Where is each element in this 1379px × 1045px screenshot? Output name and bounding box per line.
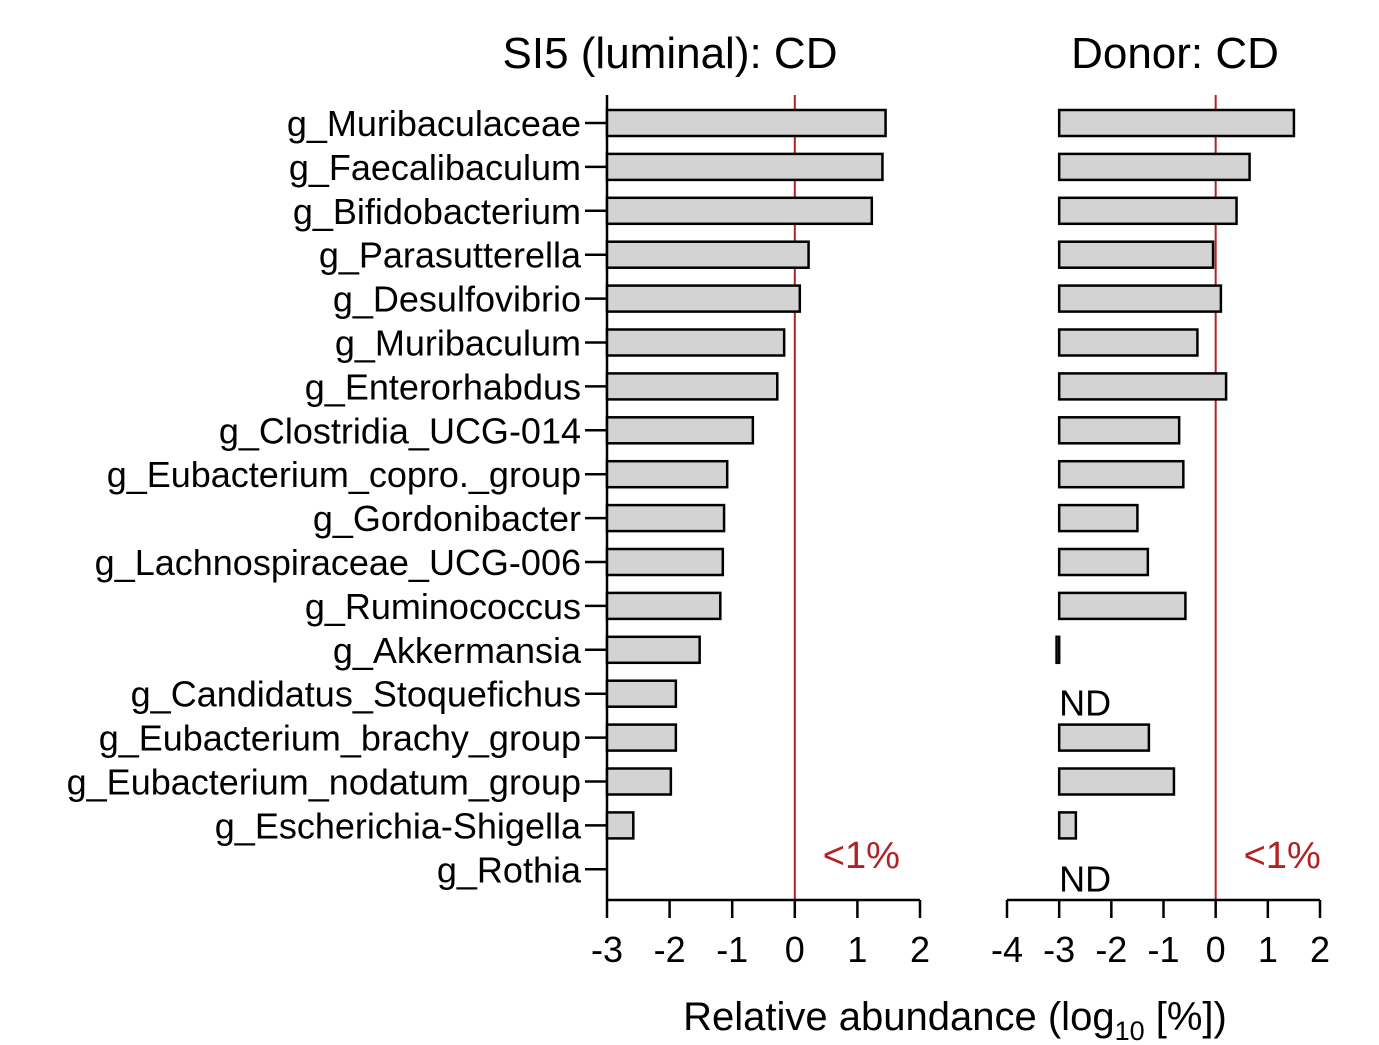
y-tick-label: g_Escherichia-Shigella	[215, 805, 582, 846]
x-tick-label: 2	[1310, 929, 1330, 970]
bar	[1057, 152, 1251, 182]
y-tick-label: g_Desulfovibrio	[333, 279, 581, 320]
bar	[1057, 459, 1185, 489]
y-tick-label: g_Gordonibacter	[313, 498, 581, 539]
y-tick-label: g_Faecalibaculum	[289, 147, 581, 188]
bar	[605, 152, 884, 182]
bar	[1057, 503, 1139, 533]
bar	[605, 240, 810, 269]
x-axis-label-subscript: 10	[1115, 1016, 1145, 1045]
x-tick-label: -1	[716, 929, 748, 970]
x-tick-label: -2	[654, 929, 686, 970]
x-axis-label: Relative abundance (log10 [%])	[683, 995, 1227, 1045]
bar	[1057, 240, 1215, 269]
missing-label: ND	[1059, 683, 1111, 724]
chart-title-donor: Donor: CD	[1071, 29, 1279, 78]
y-tick-label: g_Clostridia_UCG-014	[219, 410, 581, 451]
x-tick-label: -2	[1095, 929, 1127, 970]
y-tick-label: g_Eubacterium_brachy_group	[99, 718, 581, 759]
y-tick-label: g_Eubacterium_copro._group	[107, 454, 581, 495]
bar	[605, 284, 802, 313]
bar	[1055, 635, 1061, 665]
bar	[1057, 591, 1187, 621]
y-tick-label: g_Lachnospiraceae_UCG-006	[95, 542, 581, 583]
x-axis-label-suffix: [%])	[1145, 995, 1227, 1039]
bar	[1057, 811, 1078, 840]
bar	[605, 108, 887, 138]
bar	[605, 196, 874, 226]
bar	[605, 372, 779, 401]
bar	[605, 459, 729, 489]
bar	[605, 503, 726, 533]
x-tick-label: 1	[847, 929, 867, 970]
x-tick-label: -4	[991, 929, 1023, 970]
bar	[1057, 372, 1228, 401]
bar	[605, 547, 725, 577]
bar	[1057, 196, 1238, 226]
reference-line-label-donor: <1%	[1244, 835, 1321, 877]
y-tick-label: g_Rothia	[437, 849, 582, 890]
x-tick-label: -1	[1147, 929, 1179, 970]
bar	[1057, 547, 1150, 577]
bar	[1057, 767, 1176, 796]
bar	[1057, 723, 1151, 752]
y-tick-label: g_Eubacterium_nodatum_group	[67, 762, 581, 803]
x-tick-label: 0	[1206, 929, 1226, 970]
bar	[605, 767, 673, 796]
bar	[1057, 416, 1181, 445]
bar	[1057, 284, 1223, 313]
bar	[605, 635, 701, 665]
y-tick-label: g_Candidatus_Stoquefichus	[131, 674, 581, 715]
x-tick-label: 2	[910, 929, 930, 970]
chart-title-si5: SI5 (luminal): CD	[503, 29, 838, 78]
panel-si5-luminal: SI5 (luminal): CD <1% g_Muribaculaceaeg_Fa…	[67, 29, 930, 970]
bar	[605, 328, 786, 357]
x-axis-label-prefix: Relative abundance (log	[683, 995, 1114, 1039]
y-tick-label: g_Ruminococcus	[305, 586, 581, 627]
missing-label: ND	[1059, 858, 1111, 899]
bar	[1057, 328, 1199, 357]
reference-line-label-si5: <1%	[823, 835, 900, 877]
y-tick-label: g_Enterorhabdus	[305, 366, 581, 407]
bar	[605, 723, 678, 752]
y-tick-label: g_Akkermansia	[333, 630, 582, 671]
bar	[605, 811, 635, 840]
y-tick-label: g_Bifidobacterium	[293, 191, 581, 232]
y-tick-label: g_Parasutterella	[319, 235, 582, 276]
bar	[605, 679, 678, 708]
bar	[605, 416, 755, 445]
bar	[605, 591, 722, 621]
x-tick-label: 1	[1258, 929, 1278, 970]
y-tick-label: g_Muribaculaceae	[287, 103, 581, 144]
x-tick-label: -3	[591, 929, 623, 970]
x-tick-label: -3	[1043, 929, 1075, 970]
panel-donor: Donor: CD <1% ND ND -4 -3 -2 -1 0 1 2	[991, 29, 1330, 970]
y-tick-label: g_Muribaculum	[335, 323, 581, 364]
x-tick-label: 0	[785, 929, 805, 970]
bar	[1057, 108, 1296, 138]
